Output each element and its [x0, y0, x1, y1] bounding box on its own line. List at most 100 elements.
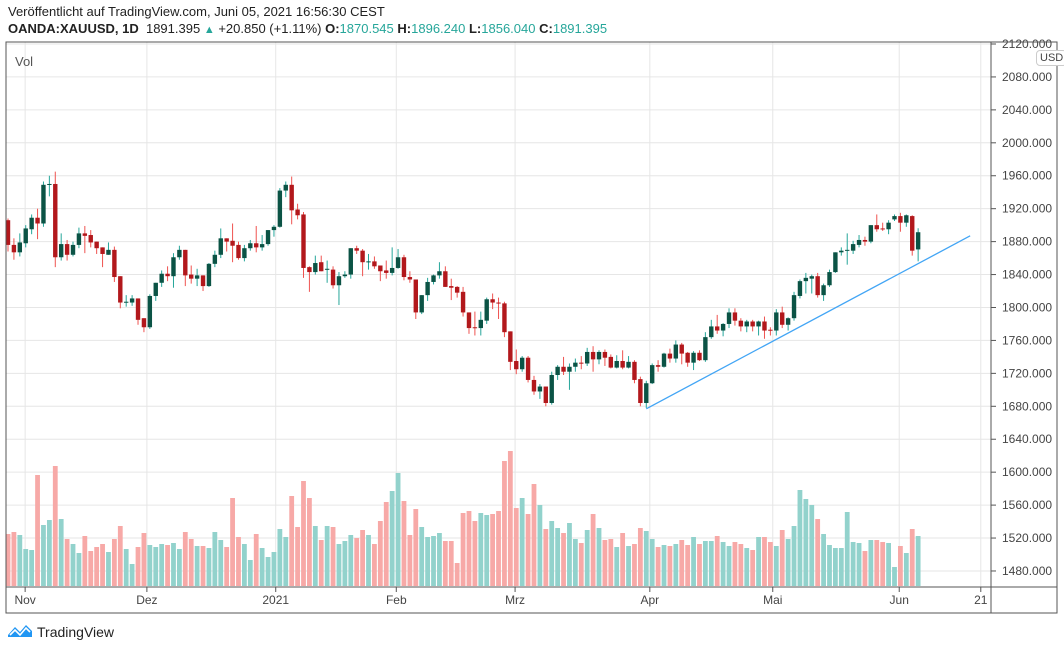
volume-bar [230, 498, 235, 586]
candle-body [661, 353, 667, 367]
volume-bar [602, 540, 608, 586]
candle-body [620, 361, 625, 368]
volume-bar [401, 501, 407, 586]
volume-bar [838, 548, 844, 586]
volume-bar [117, 526, 123, 586]
candle-body [200, 275, 206, 287]
symbol-name[interactable]: OANDA:XAUUSD, 1D [8, 21, 139, 36]
volume-bar [886, 543, 891, 586]
candle-body [100, 247, 105, 254]
candle-body [289, 184, 294, 211]
candle-body [608, 356, 614, 368]
currency-badge[interactable]: USD [1036, 50, 1064, 66]
volume-bar [123, 549, 129, 586]
y-axis-label: 1720.000 [1002, 366, 1052, 380]
candle-body [425, 281, 430, 296]
y-axis-label: 1520.000 [1002, 531, 1052, 545]
volume-bar [307, 498, 312, 586]
candle-body [886, 222, 891, 230]
low-label: L: [468, 21, 482, 36]
close-label: C: [539, 21, 553, 36]
volume-bar [714, 536, 720, 586]
x-axis-label: Apr [640, 593, 659, 607]
candle-body [449, 286, 454, 288]
volume-bar [525, 514, 531, 586]
volume-bar [596, 528, 602, 586]
candle-body [23, 228, 28, 244]
candle-body [868, 225, 874, 242]
chart-frame [5, 41, 1058, 614]
volume-bar [584, 530, 590, 586]
volume-bar [206, 548, 212, 586]
candle-body [212, 254, 218, 264]
volume-bar [726, 546, 732, 586]
candle-body [590, 351, 596, 360]
candle-body [58, 244, 64, 258]
candle-body [218, 238, 223, 255]
candle-body [301, 214, 306, 268]
volume-bar [685, 545, 691, 586]
symbol-legend: OANDA:XAUUSD, 1D 1891.395 ▲ +20.850 (+1.… [8, 21, 607, 36]
y-axis-label: 2120.000 [1002, 37, 1052, 51]
volume-bar [407, 535, 413, 586]
candle-body [413, 279, 418, 313]
volume-bar [88, 551, 94, 586]
candle-body [915, 232, 921, 250]
volume-bar [773, 546, 779, 586]
volume-bar [892, 567, 897, 586]
candle-body [809, 276, 814, 279]
volume-bar [833, 548, 838, 586]
volume-bar [779, 530, 785, 586]
volume-bar [200, 546, 206, 586]
candle-body [94, 241, 99, 249]
volume-bar [880, 542, 886, 586]
candle-body [478, 319, 483, 329]
candle-body [165, 273, 170, 277]
volume-bar [330, 527, 336, 586]
volume-bar [182, 532, 188, 586]
candle-body [709, 326, 714, 338]
candle-body [715, 326, 720, 331]
candle-body [389, 267, 395, 273]
volume-bar [442, 541, 448, 586]
volume-bar [141, 533, 147, 586]
candle-body [632, 361, 637, 380]
candle-body [880, 228, 885, 230]
candle-body [584, 351, 590, 364]
candle-body [372, 261, 377, 267]
candle-body [655, 365, 661, 367]
candle-body [537, 386, 543, 392]
volume-bar [850, 542, 856, 586]
volume-bar [265, 557, 271, 586]
candle-body [738, 320, 744, 327]
candle-body [519, 357, 525, 370]
volume-bar [803, 499, 809, 586]
volume-bar [702, 541, 708, 586]
candle-body [750, 321, 755, 327]
last-price: 1891.395 [145, 21, 201, 36]
candle-body [82, 233, 88, 236]
candle-body [271, 226, 277, 231]
footer-brand[interactable]: TradingView [7, 622, 114, 641]
candle-body [821, 285, 826, 296]
candle-body [395, 257, 401, 268]
candle-body [189, 274, 194, 279]
volume-bar [236, 537, 241, 586]
candle-body [833, 252, 838, 273]
y-axis-label: 1600.000 [1002, 465, 1052, 479]
volume-bar [242, 544, 247, 586]
candle-body [850, 244, 856, 251]
y-axis-label: 1800.000 [1002, 300, 1052, 314]
volume-bar [41, 525, 46, 586]
candle-body [502, 303, 507, 333]
candle-body [774, 312, 779, 331]
candle-body [892, 216, 897, 220]
candle-body [141, 318, 147, 328]
candle-body [366, 261, 371, 263]
candle-body [283, 184, 288, 191]
candle-body [490, 299, 495, 303]
y-axis-label: 1480.000 [1002, 564, 1052, 578]
candle-body [579, 362, 584, 364]
candle-body [567, 366, 572, 372]
